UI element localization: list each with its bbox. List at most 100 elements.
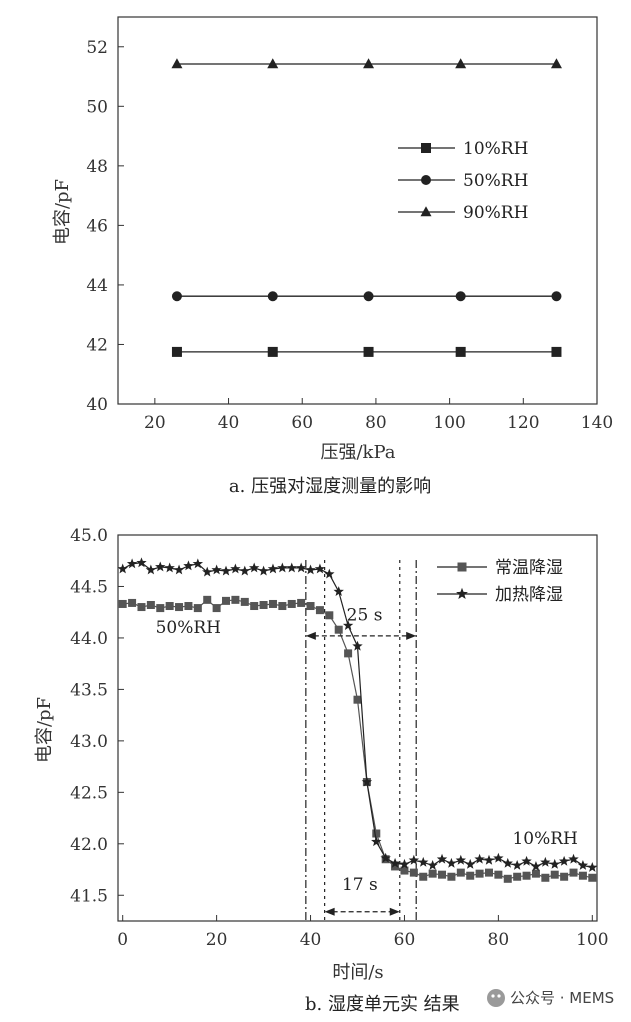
data-point [409,868,418,877]
span-arrow-head-right [389,907,400,916]
data-point [447,872,456,881]
data-point [305,564,316,575]
x-tick-label: 140 [581,413,613,433]
x-tick-label: 100 [433,413,465,433]
data-point [522,871,531,880]
data-point [372,829,381,838]
x-tick-label: 120 [507,413,539,433]
chart-b-caption: b. 湿度单元实 结果 [305,994,460,1015]
data-point [475,869,484,878]
legend-marker [456,587,468,600]
data-point [371,836,382,847]
x-tick-label: 60 [291,413,313,433]
data-point [455,291,466,302]
data-point [248,562,260,573]
data-point [427,859,438,870]
data-point [361,776,373,787]
data-point [184,602,193,611]
data-point [436,853,448,864]
data-point [202,566,213,577]
data-point [455,854,467,865]
data-point [558,855,570,866]
data-point [175,603,184,612]
data-point [267,291,278,302]
data-point [511,859,523,870]
data-point [211,564,222,575]
data-point [550,870,559,879]
x-tick-label: 40 [218,413,240,433]
data-point [484,868,493,877]
data-point [419,872,428,881]
x-tick-label: 80 [365,413,387,433]
x-tick-label: 60 [394,930,416,950]
x-tick-label: 40 [300,930,322,950]
data-point [250,602,259,611]
data-point [569,868,578,877]
chart-a: 20 40 60 80 100 120 140 40 42 44 46 48 50 52 电容/pF 压强… [52,16,613,497]
data-point [513,872,522,881]
data-point [306,602,315,611]
data-point [587,862,598,872]
chart-a-ylabel: 电容/pF [52,179,73,245]
data-point [137,603,146,612]
y-tick-label: 48 [86,157,108,177]
data-point [165,602,174,611]
chart-a-caption: a. 压强对湿度测量的影响 [229,476,431,497]
data-point [240,597,249,606]
data-point [220,565,232,576]
data-point [588,873,597,882]
data-point [494,870,503,879]
data-point [363,346,374,357]
data-point [455,58,467,69]
legend-marker [421,143,431,153]
data-point [268,599,277,608]
watermark: 公众号 · MEMS [487,989,614,1007]
data-point [314,563,326,574]
data-point [203,595,212,604]
watermark-text: 公众号 · MEMS [510,989,614,1007]
y-tick-label: 44 [86,276,108,296]
data-point [483,854,495,865]
data-point [146,600,155,609]
data-point [568,853,579,864]
data-point [456,868,465,877]
data-point [183,560,194,571]
data-point [344,649,353,658]
chart-a-xlabel: 压强/kPa [320,442,395,463]
data-point [400,866,409,875]
y-tick-label: 44.5 [70,577,108,597]
data-point [287,599,296,608]
data-point [325,611,334,620]
data-point [380,852,391,863]
wechat-icon-eye-right [497,994,501,998]
data-point [540,856,551,867]
data-point [389,857,401,868]
data-point [391,862,400,871]
data-point [428,869,437,878]
annotation-label: 50%RH [156,618,221,638]
chart-b-ylabel: 电容/pF [34,697,55,763]
data-point [333,586,344,597]
legend-marker [421,175,431,185]
data-point [577,859,589,870]
x-tick-label: 100 [576,930,608,950]
annotation-label: 25 s [347,605,383,625]
data-point [212,604,221,613]
data-point [531,869,540,878]
data-point [455,346,466,357]
y-tick-label: 43.0 [70,732,108,752]
data-point [551,346,562,357]
data-point [399,858,410,869]
data-point [438,870,447,879]
span-arrow-head-left [324,907,335,916]
data-point [295,562,307,573]
chart-b-xlabel: 时间/s [332,962,383,983]
data-point [118,599,127,608]
data-point [230,563,241,574]
data-point [286,562,297,573]
data-point [267,563,279,574]
data-point [408,854,420,865]
legend-label: 10%RH [463,139,528,159]
